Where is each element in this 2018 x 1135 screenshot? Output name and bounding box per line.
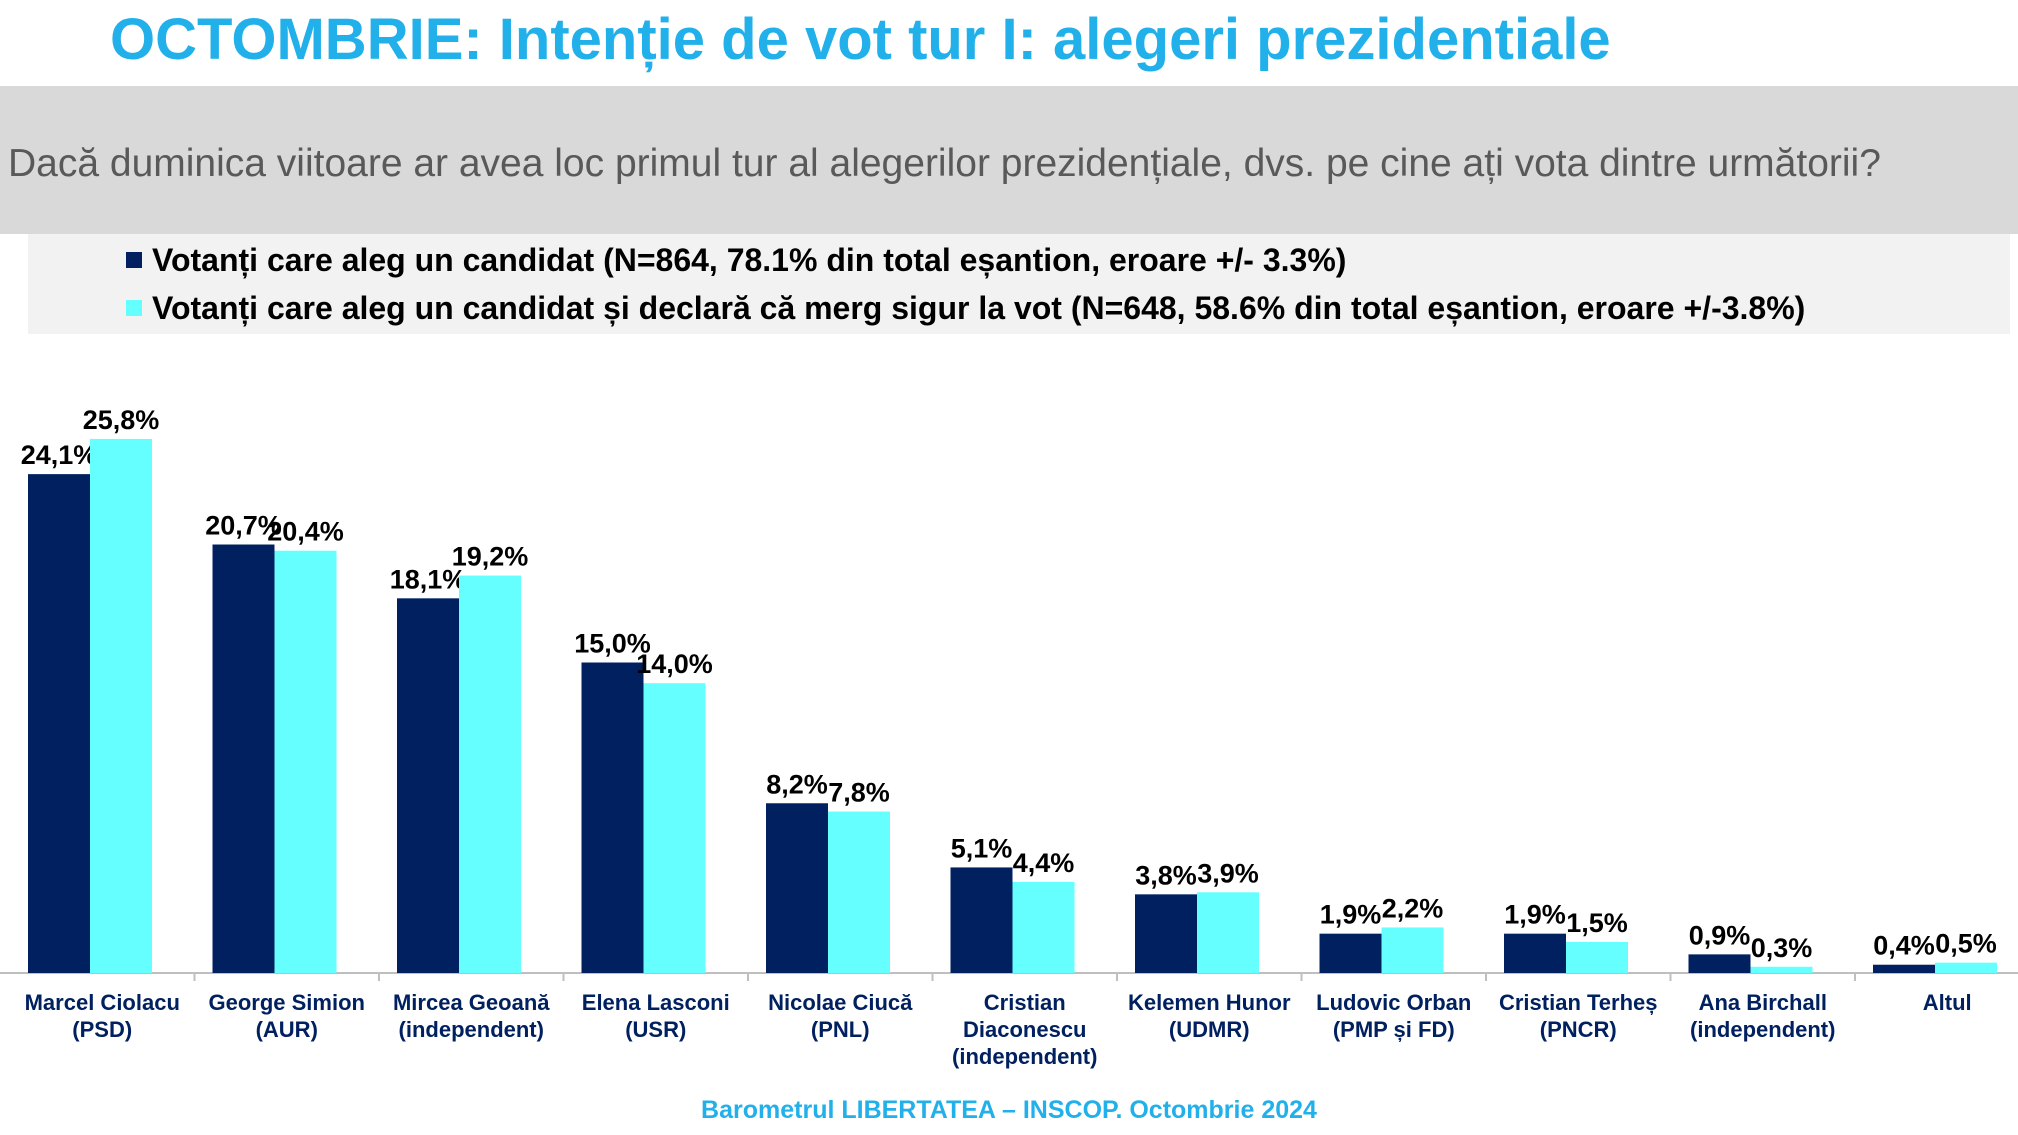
data-label-series-2: 3,9%	[1197, 858, 1259, 888]
data-label-series-2: 0,3%	[1751, 933, 1813, 963]
category-label: (PNCR)	[1540, 1017, 1617, 1042]
category-label: (PSD)	[72, 1017, 132, 1042]
category-label: Diaconescu	[963, 1017, 1087, 1042]
data-label-series-2: 20,4%	[267, 517, 344, 547]
data-label-series-2: 1,5%	[1566, 908, 1628, 938]
data-label-series-1: 0,9%	[1689, 920, 1751, 950]
bar-series-1	[1688, 954, 1751, 973]
bar-series-1	[1873, 964, 1935, 973]
bar-series-2	[274, 550, 337, 973]
category-label: Altul	[1923, 990, 1972, 1015]
category-label: Cristian	[984, 990, 1066, 1015]
category-label: Ana Birchall	[1699, 990, 1827, 1015]
bar-series-2	[1566, 941, 1628, 973]
survey-question: Dacă duminica viitoare ar avea loc primu…	[8, 142, 1881, 185]
category-label: (UDMR)	[1169, 1017, 1250, 1042]
chart-legend: Votanți care aleg un candidat (N=864, 78…	[28, 234, 2010, 334]
data-label-series-1: 3,8%	[1135, 860, 1197, 890]
legend-label-series-1: Votanți care aleg un candidat (N=864, 78…	[152, 241, 1347, 278]
bar-series-1	[581, 662, 644, 973]
category-label: Nicolae Ciucă	[768, 990, 913, 1015]
bar-series-2	[1750, 966, 1813, 973]
data-label-series-2: 7,8%	[828, 778, 890, 808]
category-label: Ludovic Orban	[1316, 990, 1471, 1015]
data-label-series-2: 4,4%	[1013, 848, 1075, 878]
category-label: George Simion	[209, 990, 365, 1015]
bar-series-2	[1197, 892, 1259, 973]
data-label-series-2: 0,5%	[1935, 929, 1997, 959]
category-label: (PMP și FD)	[1333, 1017, 1455, 1042]
data-label-series-1: 24,1%	[21, 440, 98, 470]
data-label-series-1: 1,9%	[1320, 900, 1382, 930]
bar-series-1	[1135, 894, 1197, 973]
category-label: (independent)	[1690, 1017, 1835, 1042]
data-label-series-1: 20,7%	[205, 511, 282, 541]
bar-series-1	[950, 867, 1013, 973]
category-label: Cristian Terheș	[1499, 990, 1658, 1015]
bar-series-2	[828, 811, 890, 973]
bar-series-2	[1012, 881, 1075, 973]
category-label: Kelemen Hunor	[1128, 990, 1291, 1015]
data-label-series-1: 0,4%	[1873, 931, 1935, 961]
bar-series-1	[1504, 933, 1566, 973]
legend-swatch-series-2	[126, 300, 142, 316]
bar-series-2	[90, 438, 152, 973]
data-label-series-1: 5,1%	[951, 833, 1013, 863]
bar-series-2	[459, 575, 521, 973]
bar-series-1	[28, 474, 90, 973]
bar-series-1	[397, 598, 459, 973]
data-label-series-2: 2,2%	[1382, 893, 1444, 923]
category-label: (USR)	[625, 1017, 686, 1042]
data-label-series-2: 25,8%	[83, 405, 160, 435]
bar-series-1	[1319, 933, 1382, 973]
legend-label-series-2: Votanți care aleg un candidat și declară…	[152, 289, 1806, 326]
page-title: OCTOMBRIE: Intenție de vot tur I: aleger…	[110, 7, 1611, 72]
legend-item-series-1: Votanți care aleg un candidat (N=864, 78…	[126, 238, 1346, 282]
footer-source: Barometrul LIBERTATEA – INSCOP. Octombri…	[701, 1096, 1317, 1124]
bar-series-2	[1935, 962, 1997, 973]
bar-series-2	[643, 683, 706, 973]
bar-series-2	[1381, 927, 1444, 973]
category-label: Mircea Geoană	[393, 990, 550, 1015]
bar-series-1	[766, 803, 828, 973]
data-label-series-2: 19,2%	[452, 542, 529, 572]
data-label-series-1: 18,1%	[390, 564, 467, 594]
category-label: (independent)	[399, 1017, 544, 1042]
legend-swatch-series-1	[126, 252, 142, 268]
category-label: (PNL)	[811, 1017, 870, 1042]
question-banner: Dacă duminica viitoare ar avea loc primu…	[0, 86, 2018, 234]
bar-series-1	[212, 544, 275, 973]
data-label-series-1: 1,9%	[1504, 900, 1566, 930]
legend-item-series-2: Votanți care aleg un candidat și declară…	[126, 286, 1805, 330]
data-label-series-1: 15,0%	[574, 629, 651, 659]
data-label-series-1: 8,2%	[766, 769, 828, 799]
category-label: Marcel Ciolacu	[25, 990, 180, 1015]
category-label: (AUR)	[256, 1017, 318, 1042]
category-label: (independent)	[952, 1044, 1097, 1069]
data-label-series-2: 14,0%	[636, 649, 713, 679]
category-label: Elena Lasconi	[582, 990, 730, 1015]
